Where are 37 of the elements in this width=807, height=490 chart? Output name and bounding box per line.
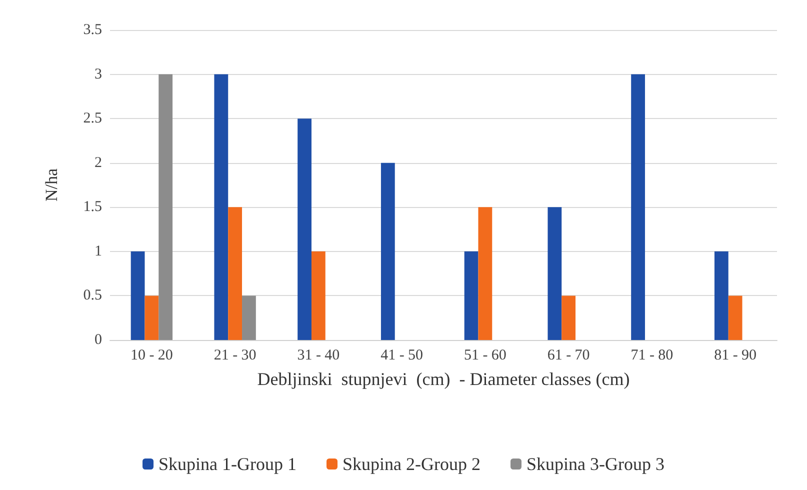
bar <box>158 74 173 340</box>
y-tick-label: 1 <box>94 243 102 260</box>
y-tick-label: 3 <box>94 66 102 82</box>
bar <box>130 251 145 340</box>
legend-label: Skupina 1-Group 1 <box>158 454 297 474</box>
legend-label: Skupina 2-Group 2 <box>342 454 481 474</box>
y-tick-label: 2 <box>94 154 102 171</box>
y-axis-title: N/ha <box>42 168 61 202</box>
x-tick-label: 81 - 90 <box>714 348 757 364</box>
legend-label: Skupina 3-Group 3 <box>526 454 664 474</box>
x-tick-label: 10 - 20 <box>130 348 173 364</box>
x-tick-label: 51 - 60 <box>464 348 506 364</box>
y-tick-label: 0.5 <box>83 288 102 304</box>
x-axis-title: Debljinski stupnjevi (cm) - Diameter classes (cm) <box>257 369 630 389</box>
y-tick-label: 3.5 <box>83 22 102 38</box>
y-tick-label: 1.5 <box>83 199 102 216</box>
y-tick-label: 0 <box>94 332 102 348</box>
x-tick-label: 21 - 30 <box>214 348 256 364</box>
x-tick-label: 71 - 80 <box>630 348 674 364</box>
bar <box>214 74 228 340</box>
y-tick-label: 2.5 <box>83 110 102 127</box>
bar <box>298 118 312 340</box>
bar <box>631 74 645 340</box>
bar <box>728 296 742 340</box>
x-tick-label: 41 - 50 <box>380 348 424 364</box>
x-tick-label: 31 - 40 <box>297 348 340 364</box>
x-tick-label: 61 - 70 <box>547 348 590 364</box>
bar <box>478 207 492 340</box>
bar <box>311 251 326 340</box>
bar <box>242 296 256 340</box>
bar <box>464 251 478 340</box>
bar <box>548 207 562 340</box>
bar <box>562 296 576 340</box>
bar <box>228 207 242 340</box>
bar <box>380 162 395 340</box>
bar <box>144 296 159 340</box>
bar <box>714 251 728 340</box>
